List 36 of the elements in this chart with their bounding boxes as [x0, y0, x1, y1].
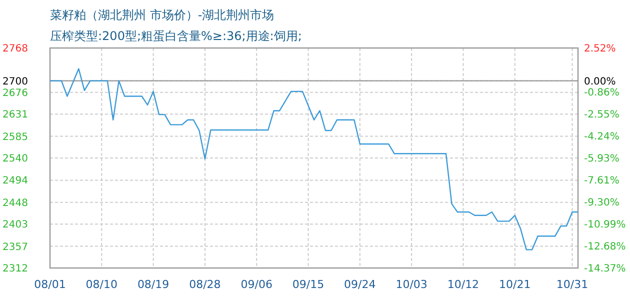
y2-tick-label: -12.68%	[584, 241, 626, 252]
y-tick-label: 2676	[2, 88, 28, 99]
x-tick-label: 09/15	[292, 278, 324, 291]
y2-tick-label: -10.99%	[584, 219, 626, 230]
x-tick-label: 10/12	[447, 278, 480, 291]
y-tick-label: 2700	[2, 76, 28, 88]
x-tick-label: 08/10	[86, 278, 118, 291]
y-tick-label: 2540	[2, 154, 28, 164]
y2-tick-label: -2.55%	[584, 110, 620, 121]
x-tick-label: 08/19	[137, 278, 170, 291]
y2-tick-label: -5.93%	[584, 154, 620, 165]
y2-tick-label: -9.30%	[584, 197, 620, 208]
y-tick-label: 2585	[2, 132, 28, 143]
y2-tick-label: 0.00%	[584, 76, 616, 88]
x-tick-label: 08/28	[189, 278, 221, 291]
chart-title: 菜籽粕（湖北荆州 市场价）-湖北荆州市场	[50, 8, 274, 22]
y2-tick-label: -14.37%	[584, 264, 626, 274]
y-tick-label: 2312	[2, 264, 28, 274]
x-tick-label: 08/01	[34, 278, 66, 291]
x-tick-label: 09/24	[344, 278, 376, 291]
x-tick-label: 10/03	[396, 278, 428, 291]
x-tick-label: 09/06	[240, 278, 272, 291]
line-series	[49, 68, 579, 250]
x-tick-label: 10/31	[556, 278, 588, 291]
y-tick-label: 2494	[2, 176, 28, 187]
y-tick-label: 2768	[2, 44, 28, 54]
y2-tick-label: 2.52%	[584, 44, 616, 54]
y-tick-label: 2448	[2, 198, 28, 209]
x-tick-label: 10/21	[499, 278, 531, 291]
y-tick-label: 2357	[2, 242, 28, 253]
y2-tick-label: -0.86%	[584, 88, 620, 99]
y-tick-label: 2403	[2, 220, 28, 231]
y2-tick-label: -7.61%	[584, 175, 620, 186]
y-tick-label: 2631	[2, 110, 28, 121]
chart-subtitle: 压榨类型:200型;粗蛋白含量%≥:36;用途:饲用;	[50, 29, 302, 43]
y2-tick-label: -4.24%	[584, 132, 620, 143]
